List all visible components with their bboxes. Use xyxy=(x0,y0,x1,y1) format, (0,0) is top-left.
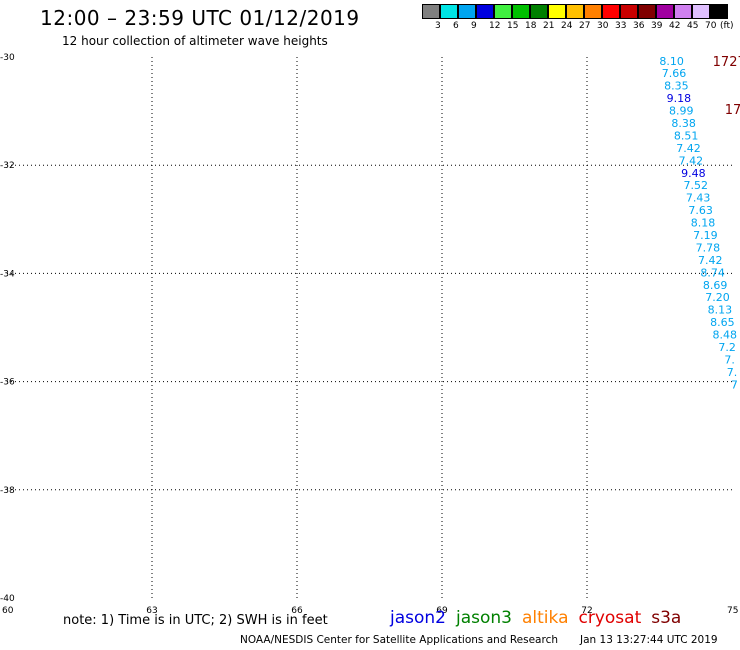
swh-value: 8.74 xyxy=(700,266,725,279)
legend-label: 30 xyxy=(597,21,609,31)
swh-value: 7.66 xyxy=(662,67,687,80)
swh-value: 7.42 xyxy=(698,254,723,267)
swh-value: 8.51 xyxy=(674,129,699,142)
lon-tick-label: 69 xyxy=(436,606,448,616)
pass-time-label: 1727 xyxy=(713,55,740,70)
lon-tick-label: 60 xyxy=(2,606,14,616)
swh-value: 7 xyxy=(731,378,738,391)
legend-label: 24 xyxy=(561,21,573,31)
satellite-altika: altika xyxy=(522,608,569,628)
lat-tick-label: -32 xyxy=(0,161,15,171)
legend-swatch xyxy=(422,4,440,19)
swh-value: 8.48 xyxy=(713,329,738,342)
lat-tick-label: -40 xyxy=(0,594,15,604)
legend-label: 18 xyxy=(525,21,537,31)
legend-swatch xyxy=(494,4,512,19)
legend-label: 3 xyxy=(435,21,441,31)
legend-label: 21 xyxy=(543,21,555,31)
swh-value: 7.19 xyxy=(693,229,718,242)
generated-timestamp: Jan 13 13:27:44 UTC 2019 xyxy=(580,634,718,646)
satellite-legend: jason2 jason3 altika cryosat s3a xyxy=(390,608,691,628)
color-legend: 3 6 9 12 15 18 21 24 27 30 33 36 39 42 45 70 (ft) xyxy=(422,4,734,36)
legend-label: 6 xyxy=(453,21,459,31)
legend-label: 39 xyxy=(651,21,663,31)
legend-label: 42 xyxy=(669,21,681,31)
swh-value: 7.2 xyxy=(718,341,736,354)
swh-value: 7.42 xyxy=(679,154,704,167)
legend-label: 15 xyxy=(507,21,519,31)
legend-swatch xyxy=(440,4,458,19)
satellite-s3a: s3a xyxy=(651,608,682,628)
swh-value: 8.38 xyxy=(671,117,696,130)
swh-value: 7.42 xyxy=(676,142,701,155)
lon-tick-label: 63 xyxy=(146,606,157,616)
legend-label: 27 xyxy=(579,21,591,31)
swh-value: 8.10 xyxy=(659,55,684,68)
lat-tick-label: -36 xyxy=(0,378,15,388)
swh-value: 8.69 xyxy=(703,279,728,292)
lon-tick-label: 66 xyxy=(291,606,303,616)
page-title: 12:00 – 23:59 UTC 01/12/2019 xyxy=(40,6,360,30)
legend-label: 9 xyxy=(471,21,477,31)
legend-swatch xyxy=(656,4,674,19)
legend-label: 33 xyxy=(615,21,627,31)
lat-tick-label: -38 xyxy=(0,486,15,496)
credit-line: NOAA/NESDIS Center for Satellite Applica… xyxy=(240,634,558,646)
legend-swatch xyxy=(674,4,692,19)
swh-value: 7.63 xyxy=(688,204,713,217)
lat-tick-label: -30 xyxy=(0,53,15,63)
swh-value: 7.78 xyxy=(696,241,721,254)
swh-value: 7.52 xyxy=(684,179,709,192)
legend-swatch xyxy=(512,4,530,19)
legend-label: 12 xyxy=(489,21,501,31)
legend-swatch xyxy=(638,4,656,19)
legend-swatch xyxy=(458,4,476,19)
footer-note: note: 1) Time is in UTC; 2) SWH is in fe… xyxy=(63,613,328,628)
lon-tick-label: 72 xyxy=(581,606,592,616)
swh-value: 8.65 xyxy=(710,316,735,329)
swh-value: 8.35 xyxy=(664,80,689,93)
legend-swatch xyxy=(476,4,494,19)
legend-swatch xyxy=(620,4,638,19)
swh-value: 7. xyxy=(727,366,738,379)
legend-label: 45 xyxy=(687,21,699,31)
swh-value: 7.20 xyxy=(705,291,730,304)
lat-tick-label: -34 xyxy=(0,269,15,279)
satellite-jason3: jason3 xyxy=(456,608,512,628)
legend-swatch xyxy=(692,4,710,19)
legend-swatch xyxy=(584,4,602,19)
swh-value: 9.48 xyxy=(681,167,706,180)
swh-value: 9.18 xyxy=(667,92,692,105)
legend-swatch xyxy=(548,4,566,19)
satellite-cryosat: cryosat xyxy=(578,608,642,628)
swh-value: 7.43 xyxy=(686,192,711,205)
legend-swatch xyxy=(566,4,584,19)
satellite-jason2: jason2 xyxy=(390,608,446,628)
legend-swatch xyxy=(530,4,548,19)
legend-label: 70 xyxy=(705,21,717,31)
legend-label: 36 xyxy=(633,21,645,31)
page-subtitle: 12 hour collection of altimeter wave hei… xyxy=(62,34,328,48)
swh-value: 8.99 xyxy=(669,105,694,118)
legend-swatch xyxy=(710,4,728,19)
swh-value: 7. xyxy=(724,353,735,366)
pass-time-label: 1726 xyxy=(725,103,740,118)
swh-value: 8.18 xyxy=(691,217,716,230)
legend-unit: (ft) xyxy=(720,21,734,31)
swh-value: 8.13 xyxy=(708,304,733,317)
legend-swatch xyxy=(602,4,620,19)
lon-tick-label: 75 xyxy=(727,606,738,616)
